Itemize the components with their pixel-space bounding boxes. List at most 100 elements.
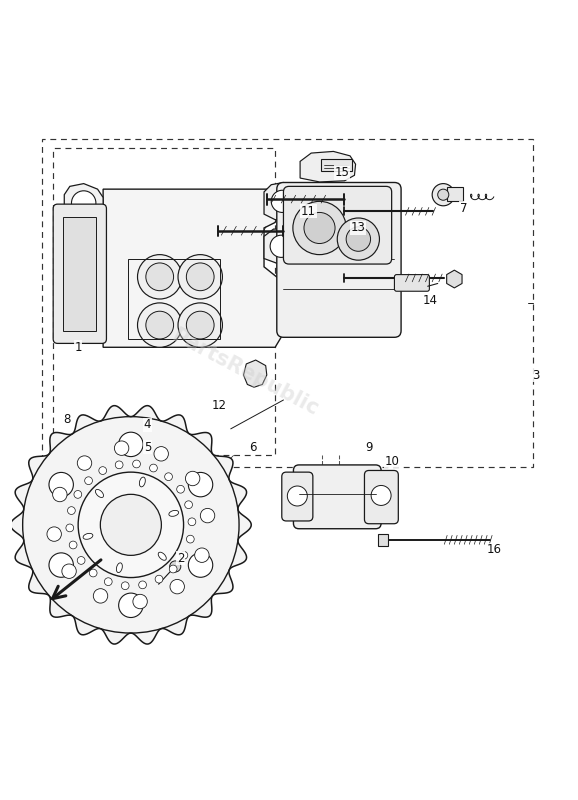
Text: 15: 15 (334, 166, 349, 179)
Text: 12: 12 (212, 399, 227, 412)
Circle shape (186, 311, 214, 339)
Circle shape (49, 473, 73, 497)
Circle shape (170, 561, 181, 572)
FancyBboxPatch shape (294, 465, 381, 529)
Circle shape (186, 471, 200, 486)
Circle shape (105, 578, 112, 586)
Circle shape (178, 254, 223, 299)
Circle shape (118, 432, 143, 457)
FancyBboxPatch shape (53, 204, 106, 343)
Circle shape (170, 579, 184, 594)
Circle shape (62, 564, 76, 578)
Bar (128, 258, 220, 339)
Circle shape (188, 518, 196, 526)
Ellipse shape (116, 563, 123, 573)
Ellipse shape (139, 477, 145, 487)
Circle shape (99, 466, 106, 474)
Text: 5: 5 (144, 441, 151, 454)
Circle shape (146, 263, 173, 290)
Circle shape (68, 506, 75, 514)
Circle shape (66, 524, 73, 532)
Circle shape (115, 461, 123, 469)
Circle shape (304, 213, 335, 243)
Bar (42, 139, 533, 466)
Circle shape (138, 254, 182, 299)
Polygon shape (264, 182, 299, 220)
Circle shape (185, 501, 192, 509)
Circle shape (187, 535, 194, 543)
Circle shape (73, 234, 95, 256)
Text: 9: 9 (366, 441, 373, 454)
Text: 2: 2 (177, 552, 184, 565)
Circle shape (178, 303, 223, 347)
Circle shape (438, 189, 449, 200)
Polygon shape (243, 360, 267, 387)
Text: 11: 11 (301, 205, 316, 218)
Circle shape (146, 311, 173, 339)
Polygon shape (10, 406, 251, 644)
Text: 16: 16 (487, 543, 502, 556)
FancyBboxPatch shape (282, 472, 313, 521)
Polygon shape (264, 229, 299, 264)
Bar (378, 534, 388, 546)
Circle shape (132, 460, 140, 468)
Circle shape (188, 473, 213, 497)
Ellipse shape (83, 534, 93, 539)
Circle shape (72, 191, 96, 215)
FancyBboxPatch shape (394, 274, 429, 291)
Circle shape (47, 527, 61, 542)
Text: 3: 3 (532, 369, 540, 382)
Circle shape (186, 263, 214, 290)
Circle shape (74, 490, 81, 498)
Text: 10: 10 (384, 454, 399, 467)
Circle shape (139, 581, 146, 589)
Ellipse shape (158, 552, 166, 560)
Polygon shape (64, 227, 102, 262)
Circle shape (77, 456, 92, 470)
Polygon shape (103, 189, 283, 347)
Circle shape (93, 589, 108, 603)
Circle shape (270, 235, 292, 258)
Circle shape (121, 582, 129, 590)
Text: PartsRepublic: PartsRepublic (168, 325, 321, 419)
FancyBboxPatch shape (365, 470, 398, 524)
Circle shape (293, 202, 346, 254)
Bar (53, 147, 275, 455)
Circle shape (180, 551, 188, 559)
Circle shape (371, 486, 391, 506)
Ellipse shape (95, 490, 103, 498)
Circle shape (84, 477, 92, 485)
Circle shape (177, 486, 184, 493)
Circle shape (165, 473, 172, 481)
Circle shape (346, 227, 370, 251)
Circle shape (114, 441, 129, 455)
Circle shape (138, 303, 182, 347)
Circle shape (49, 553, 73, 578)
Circle shape (287, 486, 307, 506)
Circle shape (101, 494, 161, 555)
Text: 4: 4 (144, 418, 151, 431)
Circle shape (154, 446, 168, 461)
Circle shape (78, 472, 184, 578)
Circle shape (53, 487, 67, 502)
FancyBboxPatch shape (283, 186, 392, 264)
Text: 14: 14 (423, 294, 438, 306)
Bar (63, 217, 97, 330)
Polygon shape (300, 151, 355, 182)
Circle shape (77, 557, 85, 564)
Circle shape (150, 464, 157, 472)
Circle shape (338, 218, 379, 260)
Polygon shape (64, 183, 103, 222)
Circle shape (155, 575, 163, 583)
Circle shape (201, 508, 215, 523)
Text: 13: 13 (351, 222, 366, 234)
Text: 1: 1 (75, 341, 82, 354)
Circle shape (69, 541, 77, 549)
Circle shape (271, 190, 294, 213)
Text: 7: 7 (460, 202, 468, 215)
Circle shape (118, 593, 143, 618)
Bar (321, 159, 351, 171)
Bar (447, 187, 462, 202)
Circle shape (169, 565, 177, 573)
Text: 6: 6 (249, 441, 257, 454)
